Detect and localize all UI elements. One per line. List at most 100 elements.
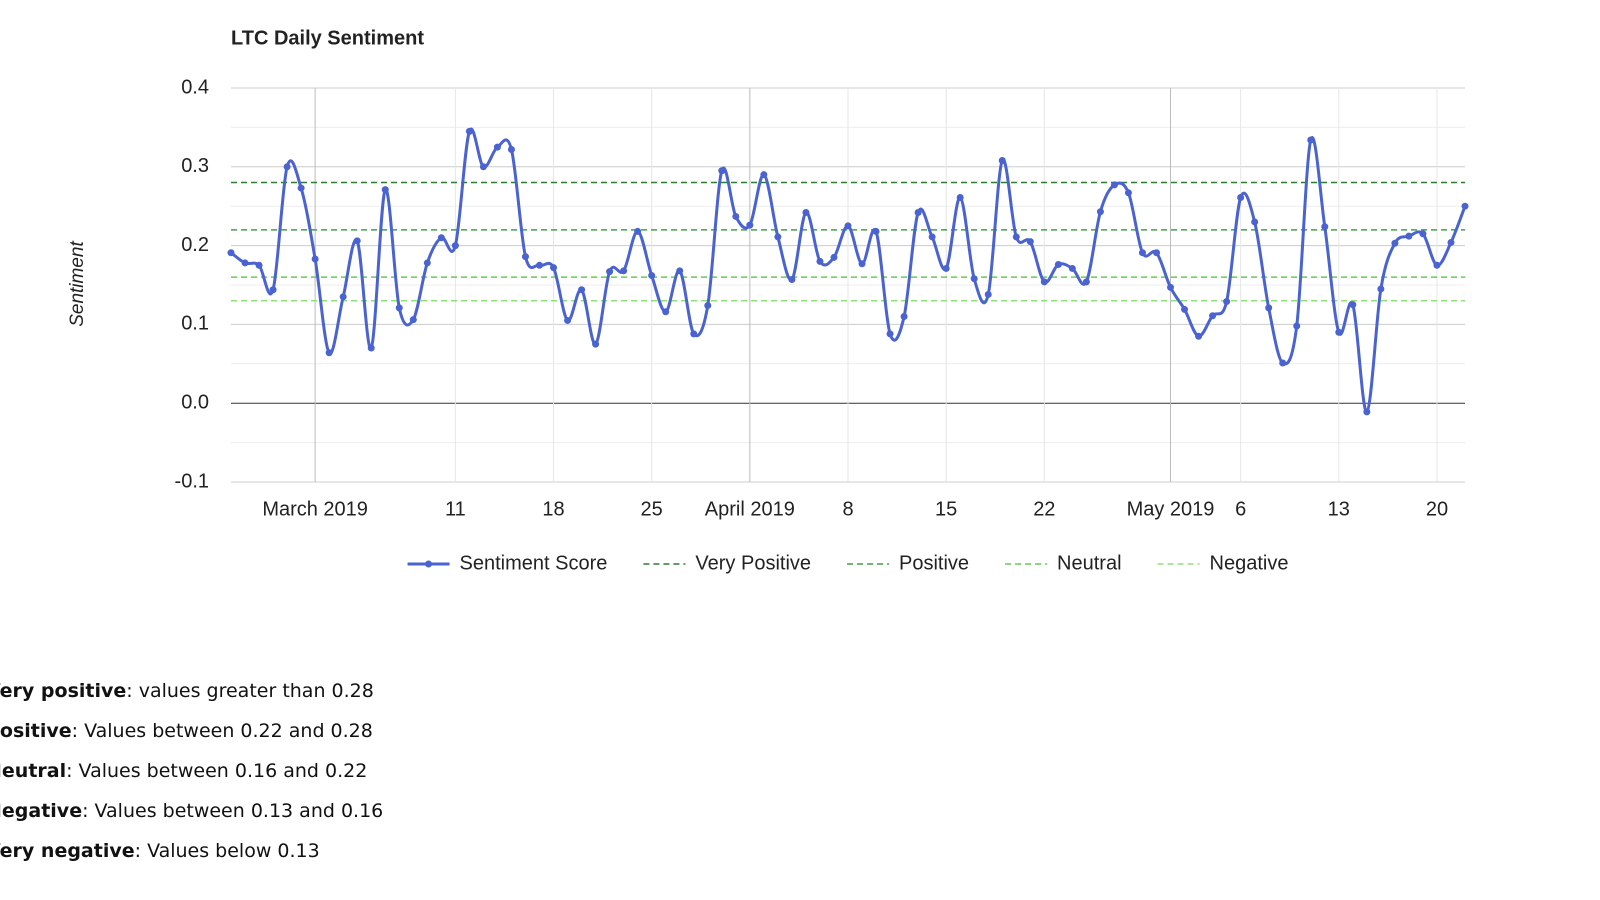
x-tick-label: 15	[935, 498, 957, 520]
x-tick-label: March 2019	[262, 498, 368, 520]
data-point	[578, 286, 586, 294]
chart-title: LTC Daily Sentiment	[231, 27, 424, 49]
data-point	[1209, 312, 1217, 320]
y-tick-label: 0.1	[181, 313, 209, 335]
data-point	[339, 293, 347, 301]
data-point	[1167, 283, 1175, 291]
data-point	[283, 163, 291, 171]
data-point	[732, 212, 740, 220]
data-point	[1363, 408, 1371, 416]
y-tick-label: -0.1	[175, 470, 209, 492]
data-point	[704, 301, 712, 309]
definition: Positive: Values between 0.22 and 0.28	[0, 716, 383, 756]
data-point	[1195, 332, 1203, 340]
definition: Very positive: values greater than 0.28	[0, 676, 383, 716]
data-point	[942, 264, 950, 272]
x-tick-label: May 2019	[1127, 498, 1215, 520]
definition: Very negative: Values below 0.13	[0, 836, 383, 876]
data-point	[1265, 304, 1273, 312]
definition: Negative: Values between 0.13 and 0.16	[0, 796, 383, 836]
data-point	[1026, 238, 1034, 246]
y-tick-label: 0.3	[181, 155, 209, 177]
data-point	[718, 167, 726, 175]
data-point	[550, 264, 558, 272]
data-point	[493, 143, 501, 151]
data-point	[465, 127, 473, 135]
data-point	[311, 255, 319, 263]
data-point	[1153, 249, 1160, 257]
legend: Sentiment Score Very Positive Positive Neut…	[407, 552, 1289, 574]
y-tick-label: 0.4	[181, 76, 209, 98]
data-point	[479, 163, 487, 171]
data-point	[564, 316, 572, 324]
data-point	[984, 290, 992, 298]
data-point	[606, 268, 614, 276]
x-tick-label: 22	[1033, 498, 1055, 520]
definition-term: Very positive	[0, 680, 127, 702]
definition-text: : Values between 0.22 and 0.28	[71, 720, 373, 742]
chart: LTC Daily Sentiment Sentiment -0.1 0.0 0.1…	[67, 27, 1469, 574]
x-tick-label: 13	[1328, 498, 1350, 520]
data-point	[1082, 278, 1090, 286]
data-point	[395, 304, 403, 312]
definition-term: Very negative	[0, 840, 135, 862]
data-point	[620, 267, 628, 275]
data-point	[1040, 278, 1048, 286]
definition-term: Positive	[0, 720, 72, 742]
data-point	[381, 186, 389, 194]
data-point	[1433, 261, 1441, 269]
legend-label: Negative	[1210, 552, 1289, 574]
data-point	[1349, 301, 1357, 309]
data-point	[1293, 322, 1301, 330]
data-point	[409, 316, 417, 324]
y-axis-label: Sentiment	[67, 241, 88, 327]
data-point	[521, 253, 529, 261]
data-point	[830, 253, 838, 261]
x-tick-label: 11	[445, 498, 466, 520]
data-point	[648, 272, 656, 280]
y-tick-label: 0.2	[181, 234, 209, 256]
data-point	[437, 234, 445, 242]
legend-swatch-dot	[425, 560, 433, 568]
data-point	[227, 249, 235, 257]
data-point	[1321, 223, 1329, 231]
definitions: Very positive: values greater than 0.28P…	[0, 676, 383, 876]
data-point	[900, 313, 908, 321]
data-point	[1251, 218, 1259, 226]
data-point	[844, 222, 852, 230]
data-point	[1307, 136, 1315, 144]
data-point	[1279, 359, 1287, 367]
data-point	[998, 156, 1006, 164]
definition-text: : values greater than 0.28	[126, 680, 374, 702]
data-point	[353, 237, 361, 245]
data-point	[269, 286, 277, 294]
data-point	[255, 261, 263, 269]
data-point	[858, 260, 866, 268]
data-point	[325, 349, 333, 357]
x-tick-label: 20	[1426, 498, 1448, 520]
legend-label: Positive	[899, 552, 969, 574]
data-point	[536, 261, 543, 269]
y-tick-label: 0.0	[181, 391, 209, 413]
legend-label: Neutral	[1057, 552, 1121, 574]
x-tick-label: 6	[1235, 498, 1246, 520]
x-tick-label: April 2019	[705, 498, 795, 520]
data-point	[676, 267, 684, 275]
definition-text: : Values between 0.16 and 0.22	[66, 760, 368, 782]
data-point	[760, 171, 768, 179]
data-point	[928, 233, 936, 241]
data-point	[634, 227, 642, 235]
data-point	[1181, 305, 1189, 313]
x-tick-label: 18	[542, 498, 564, 520]
data-point	[886, 330, 894, 338]
data-point	[1068, 264, 1076, 272]
data-point	[507, 145, 515, 153]
data-point	[1124, 189, 1132, 197]
data-point	[1405, 232, 1413, 240]
x-tick-label: 25	[641, 498, 663, 520]
data-point	[451, 242, 459, 250]
data-point	[956, 194, 964, 202]
data-point	[774, 233, 782, 241]
data-point	[746, 221, 754, 229]
